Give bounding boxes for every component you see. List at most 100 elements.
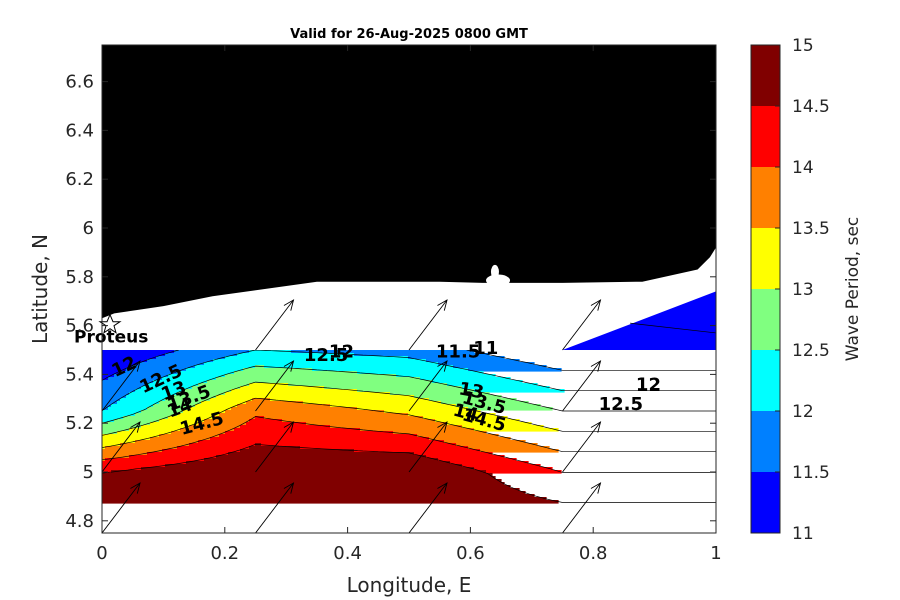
period-band-cell (192, 386, 241, 390)
period-band-cell (177, 413, 220, 417)
period-band-cell (468, 368, 562, 372)
period-band-cell (189, 407, 232, 411)
period-band-cell (102, 434, 160, 438)
period-band-cell (420, 377, 511, 381)
colorbar-swatch (751, 106, 780, 167)
period-band-cell (426, 359, 520, 363)
coastal-strip (102, 247, 716, 350)
y-tick-label: 6 (83, 218, 94, 239)
period-band-cell (177, 392, 226, 396)
period-band-cell (102, 374, 115, 378)
period-band-cell (159, 434, 220, 438)
colorbar-swatch (751, 289, 780, 350)
y-tick-label: 5.2 (65, 413, 94, 434)
period-band-cell (231, 389, 358, 393)
period-band-cell (462, 386, 550, 390)
period-band-cell (201, 401, 247, 405)
period-band-cell (165, 353, 238, 357)
period-band-cell (207, 380, 433, 384)
contour-label: 11.5 (436, 341, 480, 362)
wave-direction-arrows (102, 299, 602, 533)
wave-period-fills (102, 350, 565, 504)
x-tick-label: 0.6 (456, 543, 485, 564)
period-band-cell (474, 467, 553, 471)
period-band-cell (216, 455, 427, 459)
period-band-cell (225, 374, 397, 378)
period-band-cell (450, 461, 529, 465)
period-band-cell (255, 416, 265, 420)
period-band-cell (396, 374, 496, 378)
period-band-cell (102, 368, 127, 372)
period-band-cell (102, 431, 118, 435)
colorbar-tick-label: 13.5 (792, 219, 830, 239)
period-band-cell (111, 470, 487, 474)
period-band-cell (102, 371, 121, 375)
wave-arrow (255, 421, 294, 473)
colorbar: 11 11.5 12 12.5 13 13.5 14 14.5 15 (750, 36, 830, 544)
period-band-cell (246, 422, 307, 426)
wave-arrow (102, 421, 141, 473)
period-band-cell (102, 476, 496, 480)
period-band-cell (120, 443, 190, 447)
wave-arrow-head (437, 299, 448, 311)
period-band-cell (102, 446, 106, 450)
period-band-cell (177, 371, 235, 375)
x-axis-ticks: 0 0.2 0.4 0.6 0.8 1 (96, 45, 722, 564)
wave-arrow-head (283, 421, 295, 433)
period-band-cell (150, 422, 199, 426)
island-shape (486, 274, 511, 287)
colorbar-tick-label: 11 (792, 524, 814, 544)
period-band-cell (141, 386, 193, 390)
period-band-cell (213, 416, 256, 420)
period-band-cell (108, 377, 163, 381)
period-band-cell (354, 353, 490, 357)
island-shape (490, 264, 499, 279)
period-band-cell (423, 416, 508, 420)
period-band-cell (102, 353, 166, 357)
period-band-cell (198, 383, 250, 387)
period-band-cell (102, 494, 535, 498)
period-band-cell (141, 410, 184, 414)
contour-label: 13 (457, 378, 485, 403)
wave-arrow-head (130, 360, 141, 372)
period-band-cell (189, 425, 241, 429)
period-band-cell (114, 374, 169, 378)
period-band-cell (159, 401, 202, 405)
period-band-cell (198, 422, 247, 426)
period-band-cell (198, 440, 445, 444)
period-band-cell (261, 443, 457, 447)
wave-arrow-head (283, 360, 295, 372)
period-band-cell (234, 428, 361, 432)
contour-label: 11 (473, 338, 498, 359)
colorbar-tick-label: 14.5 (792, 97, 830, 117)
period-band-cell (102, 416, 124, 420)
period-band-cell (159, 419, 205, 423)
period-band-cell (153, 404, 196, 408)
period-band-cell (165, 398, 211, 402)
period-band-cell (417, 434, 499, 438)
wave-arrow-head (590, 482, 602, 494)
period-band-cell (429, 437, 511, 441)
period-band-cell (213, 359, 427, 363)
period-band-cell (102, 404, 112, 408)
wave-arrow-head (437, 421, 448, 433)
period-band-cell (129, 428, 181, 432)
period-band-cell (102, 461, 187, 465)
period-band-cell (177, 446, 250, 450)
wave-arrow (408, 299, 448, 351)
period-band-cell (414, 395, 502, 399)
period-band-cell (330, 404, 457, 408)
period-band-cell (291, 350, 475, 354)
period-band-cell (462, 464, 541, 468)
period-band-cell (237, 353, 355, 357)
period-band-cell (408, 413, 496, 417)
period-band-cell (156, 356, 226, 360)
period-band-cell (240, 449, 355, 453)
period-band-cell (246, 401, 304, 405)
period-band-cell (429, 398, 517, 402)
land-mask (102, 45, 716, 350)
contour-line (102, 397, 716, 453)
period-band-cell (147, 407, 190, 411)
period-band-cell (171, 395, 217, 399)
